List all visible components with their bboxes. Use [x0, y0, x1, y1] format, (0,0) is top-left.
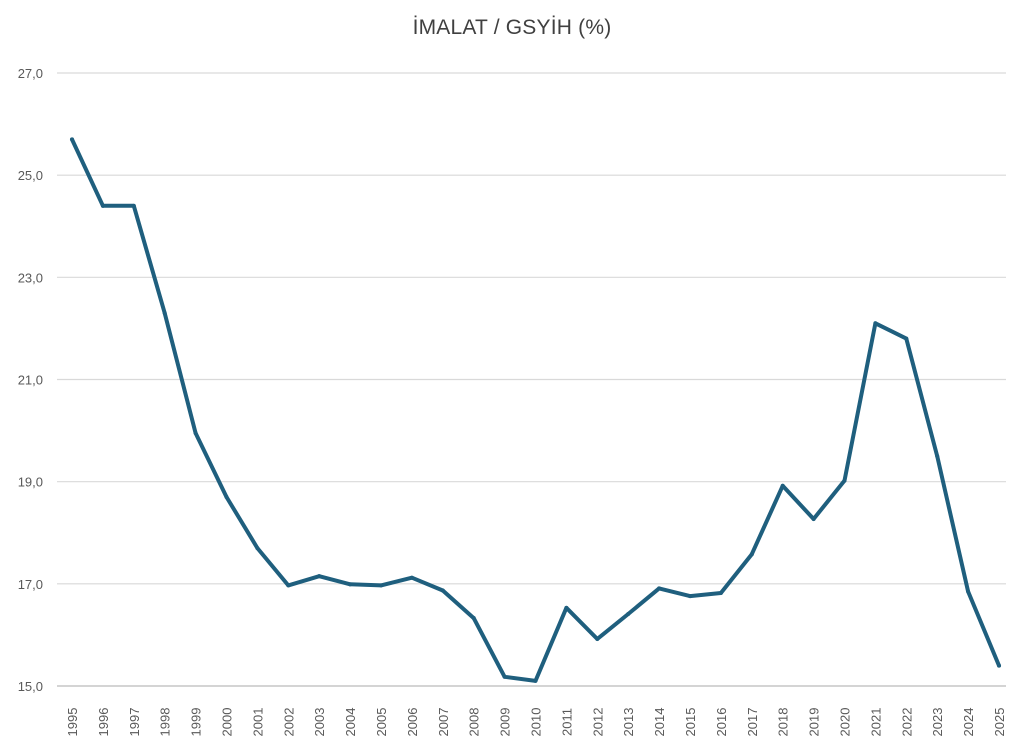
x-tick-label: 2008 — [467, 708, 482, 737]
data-point — [873, 321, 878, 326]
data-point — [564, 605, 569, 610]
data-point — [904, 336, 909, 341]
data-point — [255, 546, 260, 551]
data-point — [409, 575, 414, 580]
x-tick-label: 1995 — [65, 708, 80, 737]
y-tick-label: 19,0 — [18, 475, 43, 490]
x-tick-label: 2018 — [776, 708, 791, 737]
series-line — [70, 137, 1001, 683]
x-tick-label: 2023 — [930, 708, 945, 737]
data-point — [657, 586, 662, 591]
data-point — [626, 611, 631, 616]
data-point — [749, 552, 754, 557]
y-tick-label: 25,0 — [18, 168, 43, 183]
data-point — [131, 203, 136, 208]
data-point — [935, 454, 940, 459]
y-tick-label: 27,0 — [18, 66, 43, 81]
data-point — [533, 678, 538, 683]
data-point — [100, 203, 105, 208]
data-point — [379, 583, 383, 588]
x-tick-label: 2005 — [374, 708, 389, 737]
series-group — [70, 137, 1001, 683]
data-point — [193, 431, 198, 436]
x-tick-label: 2017 — [745, 708, 760, 737]
x-tick-label: 2015 — [683, 708, 698, 737]
y-tick-label: 15,0 — [18, 679, 43, 694]
data-point — [811, 516, 816, 521]
x-tick-label: 2021 — [868, 708, 883, 737]
x-tick-label: 2004 — [343, 708, 358, 737]
x-tick-label: 2001 — [250, 708, 265, 737]
x-tick-label: 2010 — [529, 708, 544, 737]
x-tick-label: 1997 — [127, 708, 142, 737]
data-point — [997, 663, 1001, 668]
gridlines — [57, 72, 1006, 687]
x-tick-label: 2022 — [899, 708, 914, 737]
x-tick-label: 2012 — [590, 708, 605, 737]
data-point — [70, 137, 74, 142]
x-tick-label: 2007 — [436, 708, 451, 737]
data-point — [595, 637, 600, 642]
x-tick-label: 2024 — [961, 708, 976, 737]
x-tick-label: 2016 — [714, 708, 729, 737]
x-tick-label: 2013 — [621, 708, 636, 737]
x-tick-label: 2020 — [838, 708, 853, 737]
x-tick-label: 1998 — [158, 708, 173, 737]
x-tick-label: 2003 — [312, 708, 327, 737]
data-point — [842, 478, 847, 483]
data-point — [718, 591, 723, 596]
x-tick-label: 2025 — [992, 708, 1007, 737]
y-tick-label: 23,0 — [18, 270, 43, 285]
chart-title: İMALAT / GSYİH (%) — [412, 16, 612, 39]
x-tick-label: 2011 — [559, 708, 574, 736]
data-point — [966, 589, 971, 594]
y-tick-label: 21,0 — [18, 373, 43, 388]
data-point — [348, 582, 353, 587]
x-tick-label: 1999 — [189, 708, 204, 737]
data-point — [286, 583, 291, 588]
data-point — [162, 311, 167, 316]
data-point — [440, 588, 445, 593]
data-point — [688, 594, 692, 599]
x-tick-label: 2019 — [807, 708, 822, 737]
y-tick-label: 17,0 — [18, 577, 43, 592]
x-tick-label: 2006 — [405, 708, 420, 737]
y-axis-tick-labels: 15,0 17,0 19,0 21,0 23,0 25,0 27,0 — [18, 66, 43, 694]
data-point — [471, 616, 476, 621]
x-tick-label: 1996 — [96, 708, 111, 737]
x-axis-tick-labels: 1995 1996 1997 1998 1999 2000 2001 2002 2003 2004… — [65, 708, 1007, 737]
x-tick-label: 2000 — [220, 708, 235, 737]
data-point — [502, 674, 507, 679]
data-point — [224, 494, 229, 499]
x-tick-label: 2014 — [652, 708, 667, 737]
data-point — [317, 574, 322, 579]
x-tick-label: 2002 — [281, 708, 296, 737]
data-point — [780, 483, 785, 488]
x-tick-label: 2009 — [498, 708, 513, 737]
